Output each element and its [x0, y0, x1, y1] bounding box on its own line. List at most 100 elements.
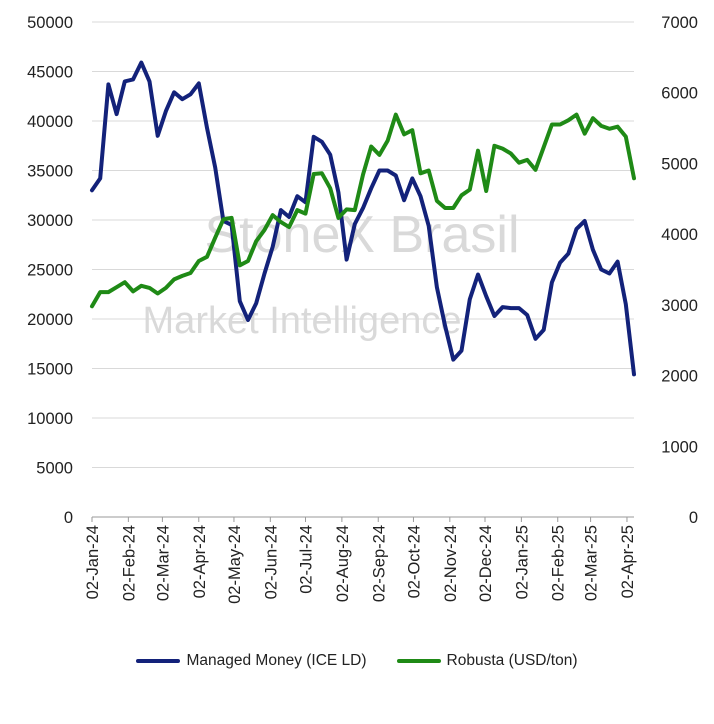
data-point-managed-money — [617, 261, 619, 263]
y-right-tick-label: 1000 — [661, 438, 698, 456]
data-point-robusta — [173, 278, 175, 280]
data-point-managed-money — [239, 300, 241, 302]
data-point-robusta — [617, 126, 619, 128]
data-point-managed-money — [354, 223, 356, 225]
y-left-tick-label: 45000 — [27, 64, 73, 82]
data-point-managed-money — [559, 262, 561, 264]
data-point-managed-money — [264, 273, 265, 274]
data-point-robusta — [543, 146, 545, 148]
data-point-robusta — [107, 291, 109, 293]
data-point-robusta — [181, 275, 183, 277]
data-point-robusta — [222, 218, 224, 220]
data-point-robusta — [91, 305, 93, 307]
data-point-robusta — [510, 153, 512, 154]
data-point-managed-money — [378, 170, 380, 171]
data-point-managed-money — [124, 80, 126, 82]
data-point-robusta — [567, 119, 569, 121]
legend-swatch-robusta — [396, 659, 441, 663]
data-point-managed-money — [576, 228, 577, 230]
data-point-managed-money — [518, 307, 520, 309]
data-point-managed-money — [321, 141, 323, 143]
axes: 0500010000150002000025000300003500040000… — [27, 14, 698, 604]
legend-label-robusta: Robusta (USD/ton) — [446, 652, 578, 669]
data-point-managed-money — [436, 286, 438, 288]
legend: Managed Money (ICE LD) Robusta (USD/ton) — [0, 652, 714, 670]
data-point-managed-money — [477, 274, 479, 275]
data-point-managed-money — [305, 201, 306, 203]
data-point-robusta — [428, 170, 430, 171]
data-point-managed-money — [543, 329, 545, 331]
x-tick-label: 02-Jun-24 — [262, 525, 280, 599]
y-left-tick-label: 50000 — [27, 14, 73, 32]
x-tick-label: 02-Feb-24 — [120, 525, 138, 601]
y-left-tick-label: 25000 — [27, 262, 73, 280]
data-point-robusta — [305, 213, 306, 215]
data-point-robusta — [477, 150, 479, 152]
data-point-robusta — [288, 226, 290, 228]
data-point-managed-money — [469, 298, 471, 300]
data-point-robusta — [452, 207, 454, 209]
data-point-managed-money — [132, 78, 134, 80]
data-point-robusta — [592, 117, 594, 119]
y-left-tick-label: 30000 — [27, 212, 73, 230]
data-point-managed-money — [346, 259, 348, 261]
data-point-managed-money — [452, 359, 454, 361]
x-tick-label: 02-Feb-25 — [550, 525, 568, 601]
data-point-robusta — [551, 124, 553, 125]
x-tick-label: 02-Apr-25 — [619, 525, 637, 598]
data-point-robusta — [329, 187, 331, 189]
data-point-managed-money — [600, 269, 602, 270]
data-point-robusta — [247, 260, 249, 262]
x-tick-label: 02-Apr-24 — [191, 525, 209, 598]
data-point-robusta — [600, 125, 602, 127]
legend-item-robusta: Robusta (USD/ton) — [396, 652, 578, 670]
data-point-robusta — [436, 200, 438, 202]
data-point-managed-money — [280, 209, 282, 211]
x-tick-label: 02-Aug-24 — [334, 525, 352, 602]
legend-label-managed-money: Managed Money (ICE LD) — [186, 652, 367, 669]
y-right-tick-label: 6000 — [661, 85, 698, 103]
data-point-robusta — [165, 287, 167, 289]
y-left-tick-label: 5000 — [36, 460, 73, 478]
data-point-managed-money — [387, 170, 389, 171]
data-point-managed-money — [140, 62, 142, 64]
data-point-managed-money — [272, 246, 274, 248]
data-point-robusta — [625, 136, 627, 138]
data-point-robusta — [132, 290, 134, 292]
data-point-robusta — [157, 293, 159, 294]
data-point-robusta — [239, 264, 241, 266]
data-point-robusta — [99, 291, 101, 293]
data-point-robusta — [190, 272, 191, 274]
watermark: StoneX Brasil Market Intelligence — [143, 206, 520, 342]
data-point-managed-money — [116, 113, 118, 115]
y-right-tick-label: 3000 — [661, 297, 698, 315]
data-point-managed-money — [502, 306, 504, 308]
data-point-robusta — [231, 217, 233, 219]
data-point-robusta — [198, 260, 200, 262]
data-point-robusta — [526, 159, 528, 161]
data-point-robusta — [502, 148, 504, 150]
y-right-tick-label: 0 — [689, 509, 698, 527]
y-left-tick-label: 0 — [64, 509, 73, 527]
watermark-line2: Market Intelligence — [143, 300, 462, 342]
data-point-managed-money — [313, 136, 315, 138]
data-point-robusta — [280, 221, 282, 223]
data-point-robusta — [346, 208, 348, 210]
data-point-robusta — [264, 229, 265, 231]
data-point-robusta — [395, 114, 397, 116]
data-point-managed-money — [551, 281, 553, 283]
y-left-tick-label: 40000 — [27, 113, 73, 131]
data-point-managed-money — [584, 220, 586, 222]
x-tick-label: 02-Sep-24 — [370, 525, 388, 602]
data-point-managed-money — [526, 314, 528, 316]
data-point-managed-money — [165, 110, 167, 112]
data-point-robusta — [362, 174, 364, 176]
data-point-robusta — [116, 286, 118, 288]
data-point-managed-money — [99, 177, 101, 179]
data-point-managed-money — [296, 195, 298, 197]
data-point-managed-money — [510, 307, 512, 309]
data-point-managed-money — [567, 253, 569, 255]
y-right-tick-label: 4000 — [661, 226, 698, 244]
data-point-managed-money — [190, 93, 191, 95]
